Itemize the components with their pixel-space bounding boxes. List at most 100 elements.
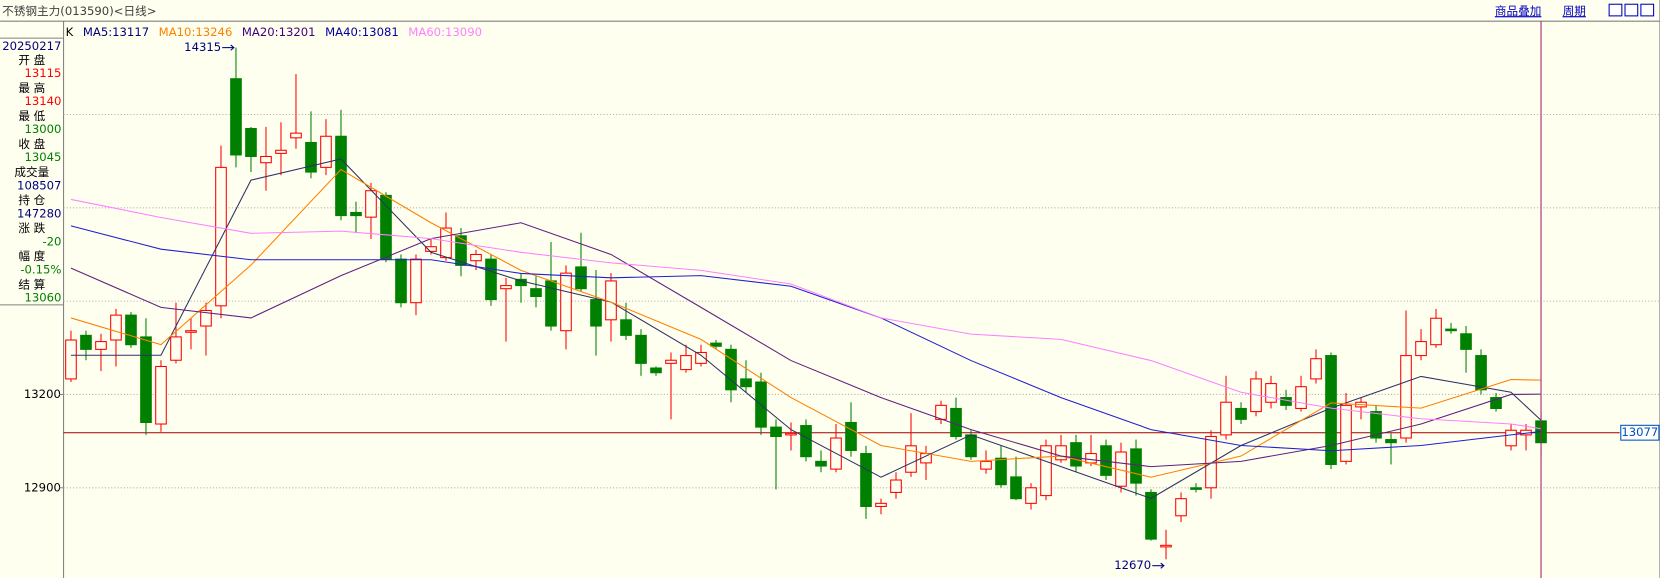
page-title: 不锈钢主力(013590)<日线> <box>2 4 156 18</box>
window-buttons <box>1608 3 1655 17</box>
candle-body <box>515 278 527 287</box>
candle-body <box>815 460 827 467</box>
info-label: 最 低 <box>18 109 45 123</box>
candle-body <box>65 339 77 380</box>
candle-body <box>980 460 992 470</box>
legend-value: 13201 <box>279 24 316 38</box>
candle-body <box>875 502 887 507</box>
y-tick-label: 13200 <box>24 387 61 401</box>
candle-body <box>140 336 152 423</box>
candle-body <box>1490 397 1502 409</box>
candle-body <box>170 336 182 361</box>
high-annotation: 14315 <box>184 40 221 54</box>
candle-body <box>80 334 92 350</box>
info-value: 13140 <box>24 94 61 108</box>
candle-body <box>485 258 497 301</box>
info-value: 13115 <box>24 66 61 80</box>
candle-body <box>665 359 677 364</box>
candle-body <box>275 149 287 154</box>
candle-body <box>1010 476 1022 500</box>
ma-line <box>70 225 1542 452</box>
candle-body <box>965 434 977 458</box>
info-value: -0.15% <box>20 262 61 276</box>
button[interactable] <box>1640 3 1655 17</box>
candle-body <box>470 253 482 262</box>
candle-body <box>1505 429 1517 447</box>
candle-body <box>1415 341 1427 357</box>
candle-body <box>350 211 362 217</box>
info-label: 结 算 <box>18 277 45 291</box>
candle-body <box>1235 407 1247 420</box>
candle-body <box>320 135 332 168</box>
high-arrow-head <box>230 44 235 51</box>
candle-body <box>1055 445 1067 461</box>
candle-body <box>305 141 317 173</box>
legend-sep: : <box>275 24 279 38</box>
candle-body <box>410 258 422 304</box>
candle-body <box>725 348 737 391</box>
legend-candle: K <box>66 24 74 38</box>
candle-body <box>620 319 632 336</box>
candle-body <box>1085 453 1097 464</box>
candle-body <box>1460 333 1472 350</box>
candle-body <box>680 355 692 371</box>
candle-body <box>1340 404 1352 462</box>
legend-sep: : <box>358 24 362 38</box>
info-label: 开 盘 <box>18 53 45 67</box>
info-label: 涨 跌 <box>18 221 45 235</box>
overlay-link[interactable]: 商品叠加 <box>1495 4 1542 18</box>
candle-body <box>1145 491 1157 540</box>
candle-body <box>200 309 212 327</box>
candle-body <box>1130 448 1142 484</box>
button[interactable] <box>1624 3 1639 17</box>
candle-body <box>560 272 572 332</box>
candle-body <box>245 127 257 158</box>
candle-body <box>995 457 1007 486</box>
ma-line <box>70 168 1542 478</box>
candle-body <box>1310 358 1322 380</box>
info-label: 持 仓 <box>18 193 45 207</box>
info-value: 13045 <box>24 150 61 164</box>
candle-body <box>1070 442 1082 467</box>
legend-name: MA20 <box>242 24 275 38</box>
period-link[interactable]: 周期 <box>1563 4 1586 18</box>
candle-body <box>290 132 302 139</box>
candle-body <box>1475 355 1487 391</box>
candle-body <box>770 426 782 437</box>
candle-body <box>110 314 122 341</box>
candle-body <box>395 258 407 304</box>
candle-body <box>1265 383 1277 403</box>
candle-body <box>1175 498 1187 517</box>
candle-body <box>155 365 167 425</box>
candle-body <box>650 367 662 374</box>
info-label: 收 盘 <box>18 137 45 151</box>
candle-body <box>740 378 752 388</box>
legend-name: MA5 <box>83 24 108 38</box>
button[interactable] <box>1608 3 1623 17</box>
legend-name: MA60 <box>408 24 441 38</box>
candle-body <box>380 194 392 260</box>
candle-body <box>425 246 437 252</box>
candle-body <box>590 299 602 327</box>
candle-body <box>215 166 227 307</box>
candle-body <box>95 341 107 350</box>
candle-body <box>890 479 902 493</box>
candle-body <box>860 453 872 507</box>
legend-value: 13081 <box>362 24 399 38</box>
candle-body <box>710 342 722 347</box>
legend-value: 13246 <box>195 24 232 38</box>
low-arrow-head <box>1160 562 1165 569</box>
info-value: 108507 <box>17 178 61 192</box>
candle-body <box>1430 317 1442 346</box>
candle-body <box>230 78 242 156</box>
candle-body <box>125 314 137 346</box>
candle-body <box>695 351 707 364</box>
candle-body <box>1220 401 1232 436</box>
y-tick-label: 12900 <box>24 480 61 494</box>
legend-value: 13117 <box>112 24 149 38</box>
candle-body <box>635 334 647 364</box>
info-label: 最 高 <box>18 81 45 95</box>
candle-body <box>1280 397 1292 406</box>
